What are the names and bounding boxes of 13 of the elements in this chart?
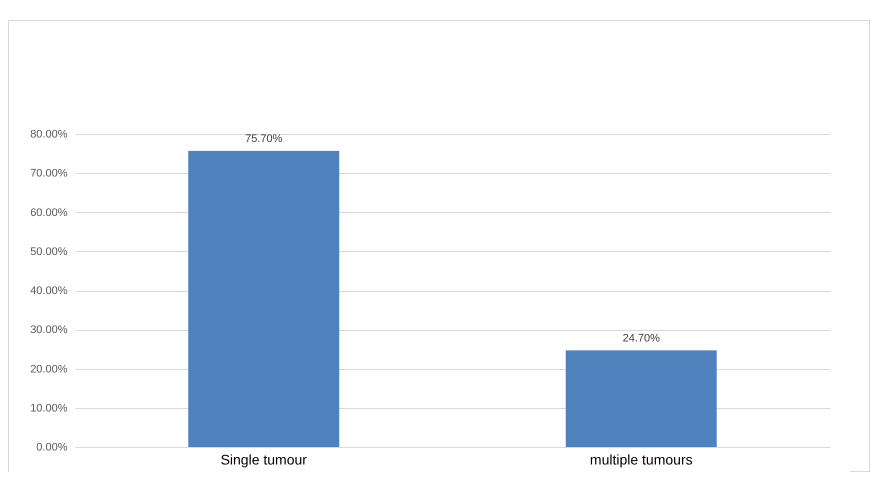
y-tick-label: 0.00% bbox=[36, 442, 68, 454]
data-label: 75.70% bbox=[245, 132, 283, 145]
y-tick-label: 20.00% bbox=[30, 363, 68, 376]
x-tick-label: Single tumour bbox=[220, 452, 308, 468]
data-label: 24.70% bbox=[622, 332, 660, 344]
y-tick-label: 40.00% bbox=[30, 285, 68, 297]
y-tick-label: 70.00% bbox=[30, 168, 68, 180]
y-tick-label: 50.00% bbox=[30, 246, 68, 258]
y-tick-label: 30.00% bbox=[30, 324, 68, 336]
x-tick-label: multiple tumours bbox=[590, 452, 693, 468]
y-tick-label: 80.00% bbox=[30, 128, 68, 140]
y-tick-label: 60.00% bbox=[30, 206, 68, 219]
y-tick-label: 10.00% bbox=[30, 402, 68, 414]
